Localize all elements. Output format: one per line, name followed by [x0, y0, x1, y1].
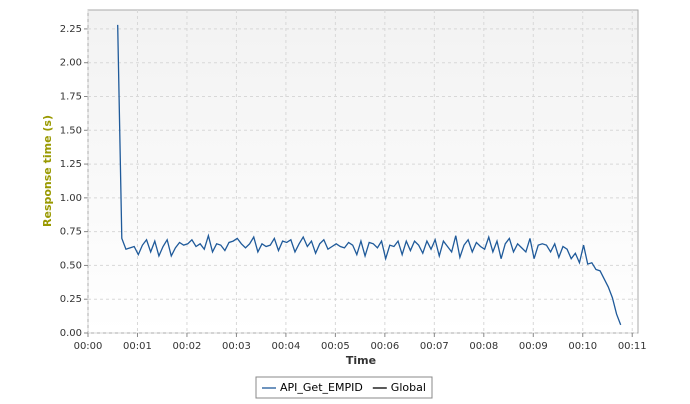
x-tick-label: 00:11 — [618, 341, 647, 352]
x-axis-label: Time — [346, 354, 376, 367]
y-tick-label: 2.25 — [60, 24, 82, 35]
y-axis-label: Response time (s) — [41, 115, 54, 227]
x-tick-label: 00:10 — [568, 341, 597, 352]
x-tick-label: 00:07 — [420, 341, 449, 352]
x-tick-label: 00:03 — [222, 341, 251, 352]
x-tick-label: 00:01 — [123, 341, 152, 352]
plot-area — [87, 9, 639, 334]
x-tick-label: 00:04 — [271, 341, 300, 352]
x-tick-label: 00:06 — [370, 341, 399, 352]
y-tick-label: 0.75 — [60, 227, 82, 238]
series-line — [117, 24, 622, 326]
y-tick-label: 1.50 — [60, 125, 82, 136]
legend-label: Global — [391, 381, 426, 394]
y-tick-label: 2.00 — [60, 58, 82, 69]
y-tick-label: 1.00 — [60, 193, 82, 204]
y-tick-label: 0.50 — [60, 260, 82, 271]
legend — [255, 376, 433, 399]
y-tick-label: 0.00 — [60, 328, 82, 339]
x-tick-label: 00:02 — [173, 341, 202, 352]
y-tick-label: 1.25 — [60, 159, 82, 170]
legend-label: API_Get_EMPID — [280, 381, 363, 394]
y-tick-label: 0.25 — [60, 294, 82, 305]
y-tick-label: 1.75 — [60, 91, 82, 102]
x-tick-label: 00:08 — [469, 341, 498, 352]
x-tick-label: 00:05 — [321, 341, 350, 352]
x-tick-label: 00:00 — [74, 341, 103, 352]
x-tick-label: 00:09 — [519, 341, 548, 352]
